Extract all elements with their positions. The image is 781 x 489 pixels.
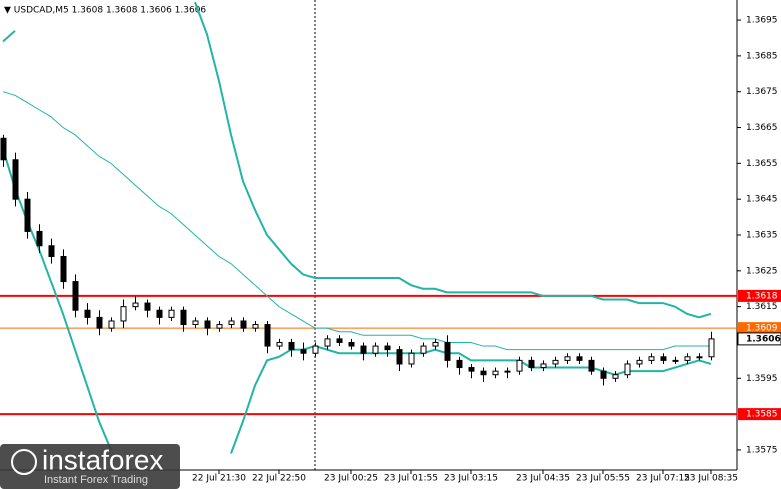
y-tick-label: 1.3645: [746, 195, 778, 205]
y-tick-label: 1.3575: [746, 445, 778, 455]
x-tick-label: 22 Jul 21:30: [192, 474, 246, 484]
watermark-logo: [11, 449, 37, 475]
x-tick-label: 23 Jul 01:55: [384, 474, 438, 484]
candle-body: [624, 363, 631, 376]
y-tick-label: 1.3595: [746, 374, 778, 384]
watermark-bg: [0, 444, 180, 489]
candle-body: [216, 324, 223, 329]
x-tick-label: 23 Jul 07:15: [636, 474, 690, 484]
bid-label: 1.3606: [746, 334, 781, 344]
candle-body: [84, 309, 91, 318]
candle-body: [60, 255, 67, 283]
level-label-bg: [738, 408, 781, 421]
y-tick-label: 1.3655: [746, 159, 778, 169]
candle-body: [408, 352, 415, 365]
watermark-brand: instaforex: [42, 444, 163, 475]
level-label: 1.3609: [746, 324, 778, 334]
candle-body: [672, 359, 679, 362]
candle-body: [612, 374, 619, 379]
candle-body: [168, 309, 175, 318]
x-tick-label: 23 Jul 04:35: [516, 474, 570, 484]
y-tick-label: 1.3635: [746, 231, 778, 241]
candle-body: [516, 359, 523, 372]
x-tick-label: 23 Jul 05:55: [576, 474, 630, 484]
candle-body: [420, 345, 427, 354]
candle-body: [372, 345, 379, 354]
candle-body: [324, 338, 331, 347]
candle-body: [636, 359, 643, 365]
candle-body: [252, 324, 259, 329]
candle-body: [132, 302, 139, 308]
candle-body: [576, 356, 583, 361]
y-tick-label: 1.3685: [746, 51, 778, 61]
candle-body: [492, 370, 499, 376]
bid-label-bg: [737, 332, 781, 346]
candle-body: [204, 320, 211, 329]
y-tick-label: 1.3695: [746, 16, 778, 26]
candle-body: [96, 316, 103, 329]
candle-body: [240, 320, 247, 329]
candle-body: [336, 338, 343, 343]
y-tick-label: 1.3615: [746, 302, 778, 312]
candle-body: [0, 137, 7, 161]
candle-body: [588, 359, 595, 372]
candle-body: [180, 309, 187, 326]
indicator-line: [2, 1, 712, 319]
candle-body: [684, 356, 691, 361]
candle-body: [192, 320, 199, 326]
x-tick-label: 22 Jul 22:50: [252, 474, 306, 484]
candle-body: [312, 345, 319, 354]
candle-body: [504, 370, 511, 373]
candle-body: [120, 306, 127, 322]
level-label: 1.3585: [746, 410, 778, 420]
candle-body: [648, 356, 655, 361]
y-tick-label: 1.3675: [746, 87, 778, 97]
x-tick-label: 23 Jul 00:25: [324, 474, 378, 484]
candle-body: [468, 367, 475, 372]
candle-body: [264, 324, 271, 347]
candle-body: [456, 359, 463, 369]
candle-body: [300, 349, 307, 354]
candle-body: [444, 341, 451, 361]
candle-body: [360, 345, 367, 354]
indicator-line: [2, 148, 712, 454]
candle-body: [348, 341, 355, 347]
chart-title: ▼ USDCAD,M5 1.3608 1.3608 1.3606 1.3606: [4, 6, 206, 16]
candle-body: [288, 341, 295, 351]
candle-body: [528, 359, 535, 369]
candle-body: [564, 356, 571, 361]
candle-body: [36, 230, 43, 247]
candle-body: [72, 281, 79, 311]
candle-body: [432, 341, 439, 347]
candle-body: [660, 356, 667, 361]
x-tick-label: 23 Jul 08:35: [684, 474, 738, 484]
candle-body: [48, 245, 55, 257]
candle-body: [480, 370, 487, 376]
candle-body: [228, 320, 235, 326]
indicator-line: [2, 91, 711, 351]
y-tick-label: 1.3625: [746, 266, 778, 276]
candle-body: [156, 309, 163, 318]
x-tick-label: 23 Jul 03:15: [444, 474, 498, 484]
candle-body: [696, 356, 703, 359]
candle-body: [396, 349, 403, 365]
candle-body: [276, 341, 283, 347]
level-label: 1.3618: [746, 291, 778, 301]
candle-body: [12, 159, 19, 200]
candle-body: [384, 345, 391, 351]
level-label-bg: [738, 322, 781, 335]
y-tick-label: 1.3665: [746, 123, 778, 133]
level-label-bg: [738, 289, 781, 302]
candle-body: [708, 338, 715, 358]
candle-body: [600, 370, 607, 379]
candle-body: [108, 320, 115, 329]
watermark-tagline: Instant Forex Trading: [44, 474, 148, 486]
candle-body: [540, 363, 547, 369]
candle-body: [144, 302, 151, 311]
candle-body: [552, 359, 559, 365]
candle-body: [24, 198, 31, 232]
